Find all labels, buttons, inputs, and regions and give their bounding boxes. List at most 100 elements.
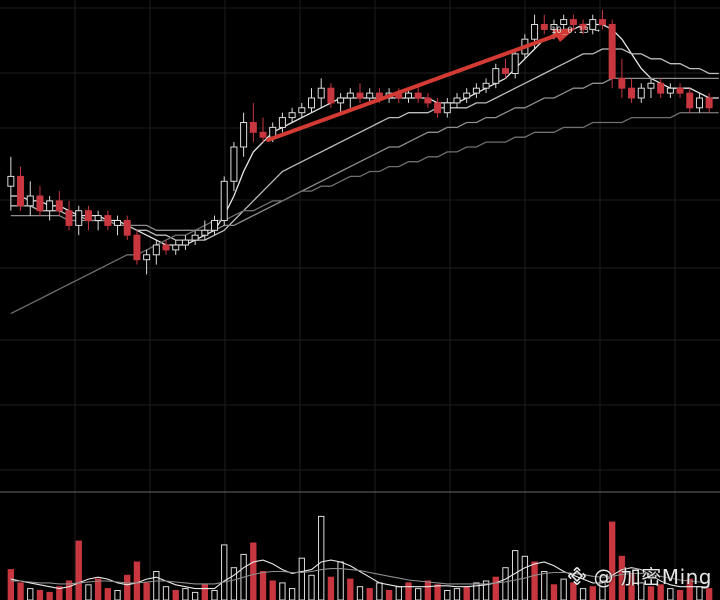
candle [560,19,568,26]
candle [550,24,558,30]
volume-bar [298,557,305,600]
trend-arrow [266,28,576,142]
volume-bar [182,588,189,600]
ma-line-3 [10,77,719,231]
candle [288,112,296,119]
candle [162,244,170,251]
candle [356,92,364,99]
candle [26,195,34,207]
volume-ma-lines [10,559,710,590]
volume-bar [94,578,102,600]
candle [191,234,199,241]
candle [327,87,335,104]
volume-bar [395,586,402,600]
volume-bar [114,590,121,600]
volume-bar [376,582,383,600]
candle [211,220,219,231]
candle [628,87,636,99]
volume-bar [17,582,24,600]
volume-bar [550,584,558,600]
volume-bar [473,582,480,600]
volume-bar [85,584,92,600]
volume-bar [492,576,499,600]
volume-bar [570,582,577,600]
volume-bar [463,586,470,600]
volume-bar [191,591,199,600]
candle [511,53,519,75]
candle [201,229,209,236]
volume-bar [279,582,286,600]
watermark-handle: @ 加密Ming [593,565,712,589]
candle [657,82,665,94]
candle [618,77,626,89]
volume-bar [366,588,373,600]
volume-bar [75,540,82,600]
volume-bar [541,571,548,600]
candle [317,87,325,99]
candle [443,102,451,114]
candle [666,87,674,94]
candle [482,82,490,89]
candle [414,92,422,99]
volume-bar [453,588,461,600]
candle [278,117,286,128]
volume-bar [221,544,228,600]
candle [346,92,354,99]
candle [230,146,238,182]
volume-bar [502,567,509,600]
volume-bar [647,586,655,600]
volume-bar [259,571,267,600]
candle [17,175,25,207]
volume-bar [667,588,674,600]
volume-bar [405,582,412,600]
watermark: @ 加密Ming [567,561,712,590]
volume-bar [512,550,519,600]
volume-bar [424,580,432,600]
candle [434,102,442,114]
candle [569,19,577,26]
volume-bar [482,580,490,600]
candle [695,97,703,109]
candle [705,97,713,109]
ma-line-4 [10,112,719,315]
candle [114,220,122,226]
peak-price-label: 10_0.13 → [551,26,600,36]
candle [676,87,684,94]
volume-bar [589,586,596,600]
candle [104,215,112,226]
volume-bar [143,582,150,600]
volume-bar [153,571,160,600]
candle [259,131,267,138]
volume-bar [308,574,315,600]
candle [298,107,306,114]
candle [337,97,345,104]
volume-bar [250,542,257,600]
candle [589,19,597,30]
candle [65,210,73,226]
candle [240,122,248,148]
candle [94,215,102,222]
volume-bar [415,588,422,600]
volume-bar [36,590,44,600]
volume-bar [327,576,335,600]
candle [637,87,645,99]
candle [686,92,694,109]
volume-bar [337,561,344,600]
candle [172,244,180,251]
volume-bar [162,586,170,600]
volume-bar [65,580,73,600]
candle [540,24,548,30]
candle [598,19,606,26]
binance-logo-icon [568,566,587,585]
candle [133,234,141,261]
candle [501,68,509,74]
candle [123,220,131,236]
candle [220,180,228,222]
candle [46,200,54,212]
volume-bar [347,578,354,600]
candle [152,244,160,256]
candle [366,92,374,99]
volume-bar [56,586,63,600]
